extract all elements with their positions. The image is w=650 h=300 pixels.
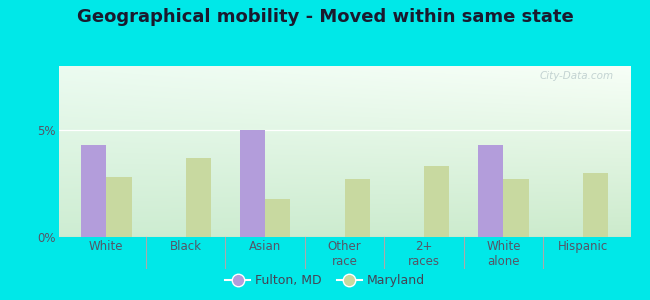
Text: City-Data.com: City-Data.com xyxy=(540,71,614,81)
Bar xyxy=(424,167,449,237)
Bar xyxy=(240,130,265,237)
Bar xyxy=(344,179,370,237)
Bar xyxy=(583,173,608,237)
Bar xyxy=(106,177,131,237)
Bar xyxy=(265,199,291,237)
Bar xyxy=(186,158,211,237)
Bar xyxy=(81,145,106,237)
Text: Geographical mobility - Moved within same state: Geographical mobility - Moved within sam… xyxy=(77,8,573,26)
Legend: Fulton, MD, Maryland: Fulton, MD, Maryland xyxy=(220,269,430,292)
Bar xyxy=(478,145,503,237)
Bar xyxy=(503,179,529,237)
